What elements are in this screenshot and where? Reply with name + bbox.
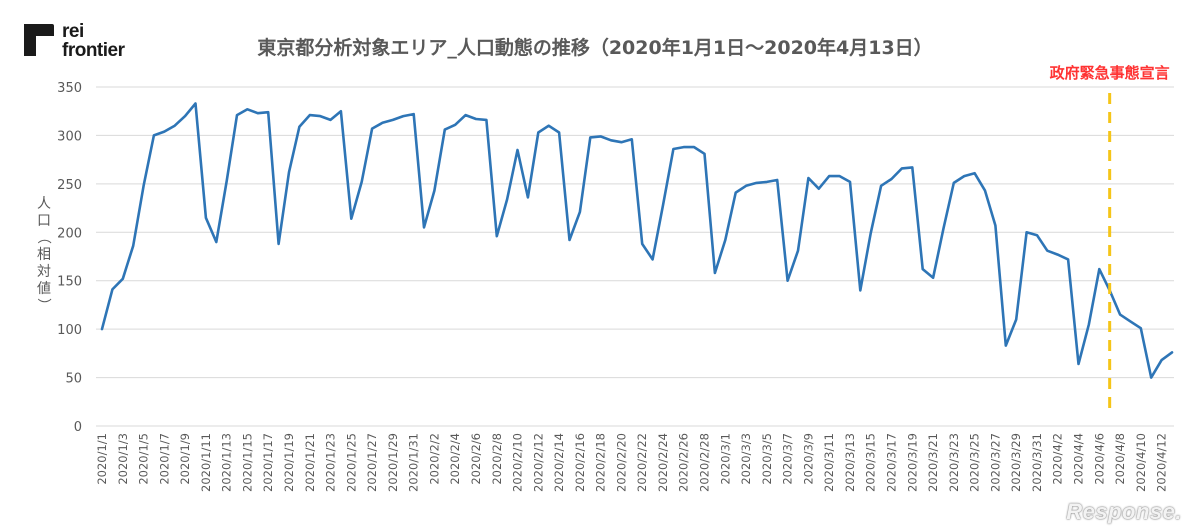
- x-tick-label: 2020/1/31: [407, 433, 421, 492]
- x-tick-label: 2020/1/13: [220, 433, 234, 492]
- x-tick-label: 2020/1/3: [116, 433, 130, 485]
- brand-name: rei frontier: [62, 22, 125, 60]
- gridlines: [96, 86, 1174, 427]
- y-tick-label: 200: [57, 226, 82, 241]
- x-tick-label: 2020/3/13: [843, 433, 857, 492]
- x-tick-label: 2020/2/4: [448, 433, 462, 485]
- x-tick-label: 2020/3/15: [864, 433, 878, 492]
- x-tick-label: 2020/4/4: [1072, 433, 1086, 485]
- y-tick-label: 100: [57, 323, 82, 338]
- series-line: [100, 102, 1174, 379]
- x-tick-label: 2020/1/7: [157, 433, 171, 485]
- x-tick-label: 2020/2/18: [594, 433, 608, 492]
- x-tick-label: 2020/1/21: [303, 433, 317, 492]
- brand-logo: rei frontier: [22, 22, 132, 72]
- x-tick-label: 2020/4/12: [1155, 433, 1169, 492]
- y-axis-label-char: 値: [37, 281, 51, 297]
- y-axis-label-char: 人: [37, 196, 51, 212]
- y-axis-label-char: ）: [35, 298, 51, 312]
- annotation-emergency: 政府緊急事態宣言: [1050, 64, 1170, 410]
- y-tick-label: 50: [65, 372, 82, 387]
- x-tick-label: 2020/2/20: [614, 433, 628, 492]
- x-axis-ticks: 2020/1/1 2020/1/3 2020/1/5 2020/1/7 2020/1/9…: [95, 433, 1169, 492]
- x-tick-label: 2020/3/1: [718, 433, 732, 485]
- x-tick-label: 2020/2/6: [469, 433, 483, 485]
- y-tick-label: 0: [74, 420, 82, 435]
- x-tick-label: 2020/1/15: [240, 433, 254, 492]
- x-tick-label: 2020/2/12: [531, 433, 545, 492]
- x-tick-label: 2020/1/23: [324, 433, 338, 492]
- brand-name-line2: frontier: [62, 40, 125, 61]
- x-tick-label: 2020/4/6: [1092, 433, 1106, 485]
- series-population: [100, 102, 1174, 379]
- x-tick-label: 2020/3/19: [905, 433, 919, 492]
- x-tick-label: 2020/3/21: [926, 433, 940, 492]
- watermark: Response.: [1066, 499, 1182, 524]
- x-tick-label: 2020/2/10: [511, 433, 525, 492]
- x-tick-label: 2020/1/11: [199, 433, 213, 492]
- y-tick-label: 300: [57, 129, 82, 144]
- x-tick-label: 2020/2/24: [656, 433, 670, 492]
- brand-name-line1: rei: [62, 21, 84, 42]
- x-tick-label: 2020/4/10: [1134, 433, 1148, 492]
- x-tick-label: 2020/3/25: [968, 433, 982, 492]
- x-tick-label: 2020/1/1: [95, 433, 109, 485]
- y-tick-label: 250: [57, 178, 82, 193]
- y-axis-label-char: 対: [37, 264, 51, 280]
- x-tick-label: 2020/2/8: [490, 433, 504, 485]
- x-tick-label: 2020/1/19: [282, 433, 296, 492]
- x-tick-label: 2020/3/17: [885, 433, 899, 492]
- x-tick-label: 2020/4/2: [1051, 433, 1065, 485]
- x-tick-label: 2020/3/9: [801, 433, 815, 485]
- x-tick-label: 2020/1/17: [261, 433, 275, 492]
- x-tick-label: 2020/3/27: [988, 433, 1002, 492]
- x-tick-label: 2020/2/2: [427, 433, 441, 485]
- x-tick-label: 2020/2/26: [677, 433, 691, 492]
- x-tick-label: 2020/1/27: [365, 433, 379, 492]
- y-axis-ticks: 0 50 100 150 200 250 300 350: [57, 81, 82, 435]
- x-tick-label: 2020/3/31: [1030, 433, 1044, 492]
- x-tick-label: 2020/1/5: [137, 433, 151, 485]
- x-tick-label: 2020/2/22: [635, 433, 649, 492]
- annotation-label: 政府緊急事態宣言: [1050, 64, 1170, 82]
- brand-mark-icon: [24, 24, 54, 56]
- x-tick-label: 2020/1/25: [344, 433, 358, 492]
- x-tick-label: 2020/1/9: [178, 433, 192, 485]
- y-tick-label: 150: [57, 275, 82, 290]
- x-tick-label: 2020/3/5: [760, 433, 774, 485]
- x-tick-label: 2020/3/7: [781, 433, 795, 485]
- y-axis-label-char: 口: [37, 213, 51, 229]
- x-tick-label: 2020/4/8: [1113, 433, 1127, 485]
- y-axis-label-char: 相: [37, 247, 51, 263]
- x-tick-label: 2020/2/14: [552, 433, 566, 492]
- y-axis-label-char: （: [35, 230, 51, 244]
- x-tick-label: 2020/2/28: [698, 433, 712, 492]
- chart-title: 東京都分析対象エリア_人口動態の推移（2020年1月1日〜2020年4月13日）: [257, 36, 932, 59]
- x-tick-label: 2020/1/29: [386, 433, 400, 492]
- x-tick-label: 2020/3/11: [822, 433, 836, 492]
- x-tick-label: 2020/3/23: [947, 433, 961, 492]
- x-tick-label: 2020/3/29: [1009, 433, 1023, 492]
- y-axis-label: 人口（ 相対値）: [35, 196, 51, 312]
- x-tick-label: 2020/2/16: [573, 433, 587, 492]
- x-tick-label: 2020/3/3: [739, 433, 753, 485]
- y-tick-label: 350: [57, 81, 82, 96]
